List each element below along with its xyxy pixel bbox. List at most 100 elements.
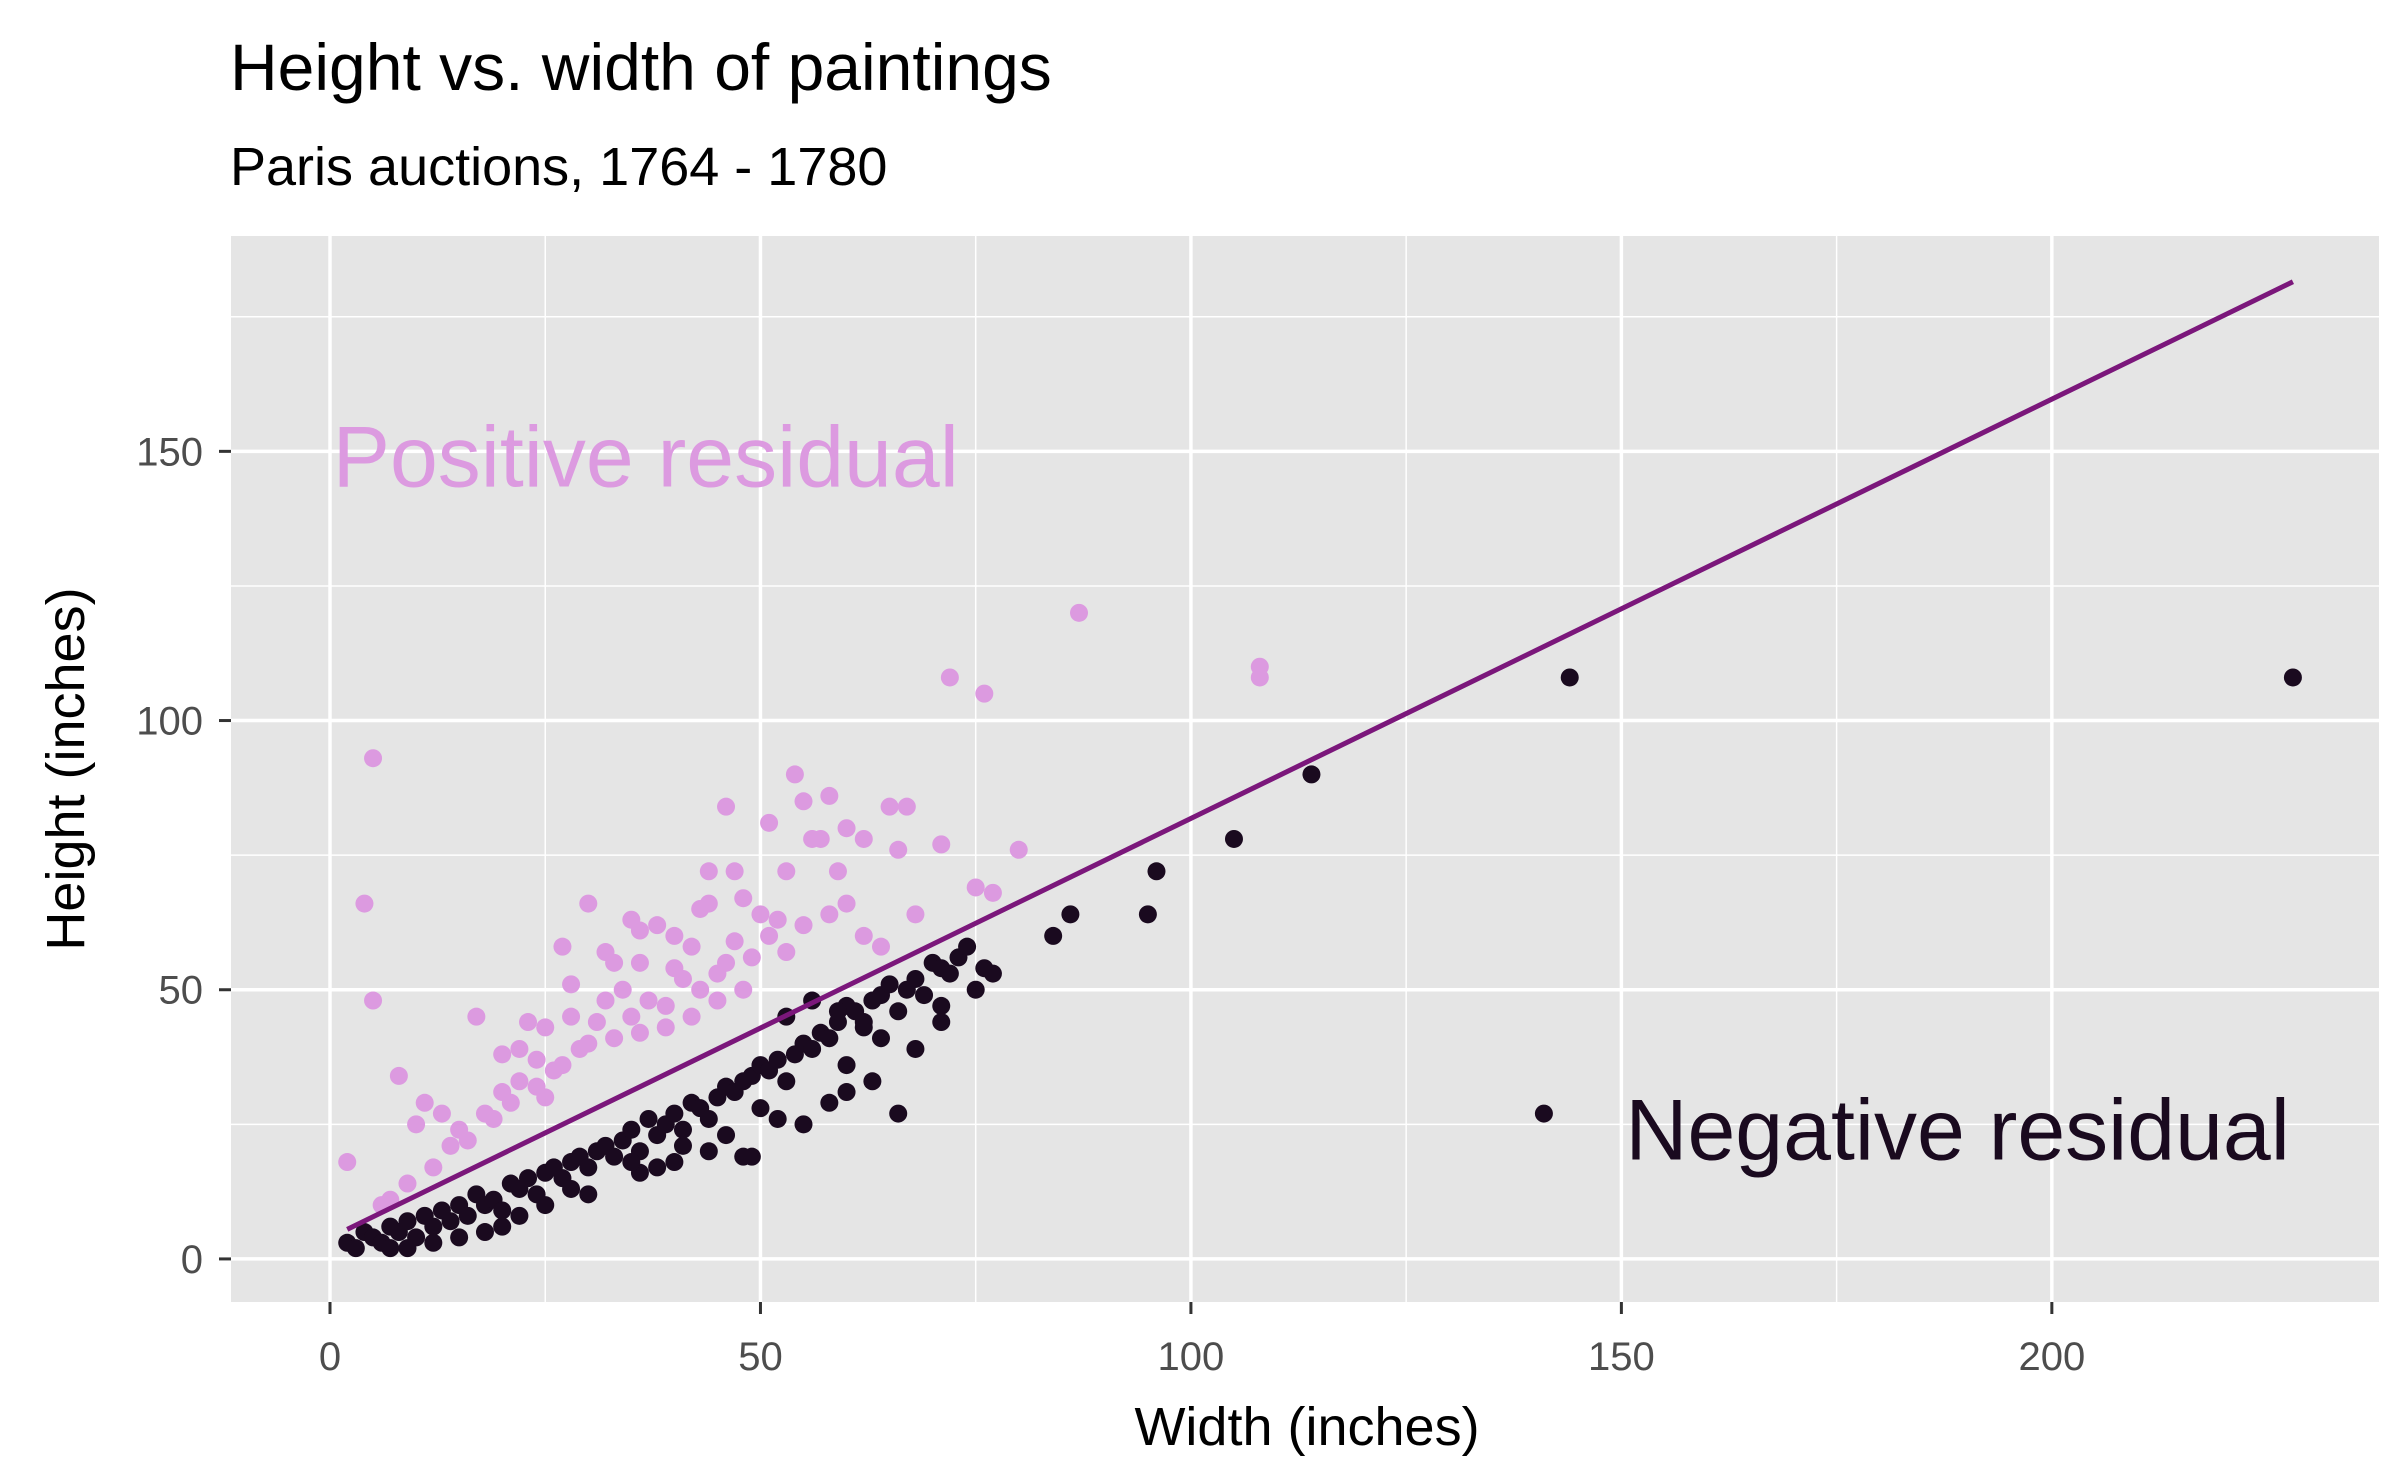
x-axis: 0 50 100 150 200 xyxy=(319,1302,2085,1379)
positive-residual-point xyxy=(519,1013,538,1032)
negative-residual-point xyxy=(2283,668,2302,687)
negative-residual-point xyxy=(717,1126,736,1145)
x-tick-label: 50 xyxy=(738,1335,783,1379)
positive-residual-point xyxy=(398,1174,417,1193)
positive-residual-point xyxy=(665,959,684,978)
positive-residual-point xyxy=(355,894,374,913)
positive-residual-point xyxy=(734,980,753,999)
negative-residual-point xyxy=(966,980,985,999)
positive-residual-point xyxy=(725,862,744,881)
positive-residual-point xyxy=(760,926,779,945)
x-tick-label: 0 xyxy=(319,1335,341,1379)
chart-title: Height vs. width of paintings xyxy=(230,30,1052,104)
positive-residual-point xyxy=(562,1007,581,1026)
negative-residual-point xyxy=(673,1136,692,1155)
positive-residual-point xyxy=(699,894,718,913)
grid-major xyxy=(231,236,2379,1302)
positive-residual-point xyxy=(493,1083,512,1102)
negative-residual-point xyxy=(1147,862,1166,881)
negative-residual-point xyxy=(510,1206,529,1225)
positive-residual-point xyxy=(424,1158,443,1177)
negative-residual-point xyxy=(622,1153,641,1172)
positive-residual-point xyxy=(975,684,994,703)
positive-residual-point xyxy=(656,1018,675,1037)
positive-residual-point xyxy=(467,1007,486,1026)
positive-residual-point xyxy=(527,1050,546,1069)
positive-residual-point xyxy=(940,668,959,687)
negative-residual-point xyxy=(906,1039,925,1058)
negative-residual-point xyxy=(932,996,951,1015)
negative-residual-point xyxy=(424,1233,443,1252)
y-axis-title: Height (inches) xyxy=(36,587,96,950)
annotation-negative-marker xyxy=(1535,1105,1552,1122)
negative-residual-point xyxy=(1302,765,1321,784)
positive-residual-point xyxy=(966,878,985,897)
negative-residual-point xyxy=(381,1239,400,1258)
negative-residual-point xyxy=(1138,905,1157,924)
positive-residual-point xyxy=(785,765,804,784)
positive-residual-point xyxy=(338,1153,357,1172)
positive-residual-point xyxy=(725,932,744,951)
positive-residual-point xyxy=(682,937,701,956)
negative-residual-point xyxy=(579,1158,598,1177)
positive-residual-point xyxy=(579,1034,598,1053)
negative-residual-point xyxy=(854,1013,873,1032)
positive-residual-point xyxy=(562,975,581,994)
positive-residual-point xyxy=(837,819,856,838)
positive-residual-point xyxy=(871,937,890,956)
negative-residual-point xyxy=(1061,905,1080,924)
y-axis: 0 50 100 150 xyxy=(136,430,231,1282)
negative-residual-point xyxy=(699,1142,718,1161)
negative-residual-point xyxy=(398,1239,417,1258)
positive-residual-point xyxy=(596,991,615,1010)
positive-residual-point xyxy=(820,905,839,924)
negative-residual-point xyxy=(475,1223,494,1242)
x-tick-label: 100 xyxy=(1158,1335,1225,1379)
negative-residual-point xyxy=(1044,926,1063,945)
negative-residual-point xyxy=(665,1104,684,1123)
negative-residual-point xyxy=(777,1072,796,1091)
positive-residual-point xyxy=(794,792,813,811)
positive-residual-point xyxy=(364,991,383,1010)
negative-residual-point xyxy=(1224,829,1243,848)
positive-residual-point xyxy=(880,797,899,816)
positive-residual-point xyxy=(854,829,873,848)
positive-residual-point xyxy=(734,889,753,908)
positive-residual-point xyxy=(605,953,624,972)
positive-residual-point xyxy=(983,883,1002,902)
negative-residual-point xyxy=(493,1201,512,1220)
annotation-positive-residual: Positive residual xyxy=(333,410,959,506)
positive-residual-point xyxy=(932,835,951,854)
negative-residual-point xyxy=(940,964,959,983)
negative-residual-point xyxy=(622,1120,641,1139)
negative-residual-point xyxy=(871,1029,890,1048)
negative-residual-point xyxy=(458,1206,477,1225)
negative-residual-point xyxy=(958,937,977,956)
y-tick-label: 50 xyxy=(159,969,204,1013)
negative-residual-point xyxy=(562,1179,581,1198)
negative-residual-point xyxy=(579,1185,598,1204)
negative-residual-point xyxy=(699,1109,718,1128)
data-points xyxy=(338,603,2302,1258)
positive-residual-point xyxy=(630,1023,649,1042)
positive-residual-point xyxy=(656,996,675,1015)
positive-residual-point xyxy=(777,862,796,881)
negative-residual-point xyxy=(536,1196,555,1215)
negative-residual-point xyxy=(346,1239,365,1258)
positive-residual-point xyxy=(828,862,847,881)
negative-residual-point xyxy=(863,1072,882,1091)
negative-residual-point xyxy=(820,1029,839,1048)
positive-residual-point xyxy=(622,1007,641,1026)
negative-residual-point xyxy=(837,1083,856,1102)
annotation-negative-residual: Negative residual xyxy=(1625,1083,2289,1179)
positive-residual-point xyxy=(510,1072,529,1091)
negative-residual-point xyxy=(906,969,925,988)
x-tick-label: 150 xyxy=(1588,1335,1655,1379)
negative-residual-point xyxy=(450,1228,469,1247)
y-tick-label: 150 xyxy=(136,430,203,474)
negative-residual-point xyxy=(889,1002,908,1021)
negative-residual-point xyxy=(441,1212,460,1231)
negative-residual-point xyxy=(648,1158,667,1177)
positive-residual-point xyxy=(906,905,925,924)
